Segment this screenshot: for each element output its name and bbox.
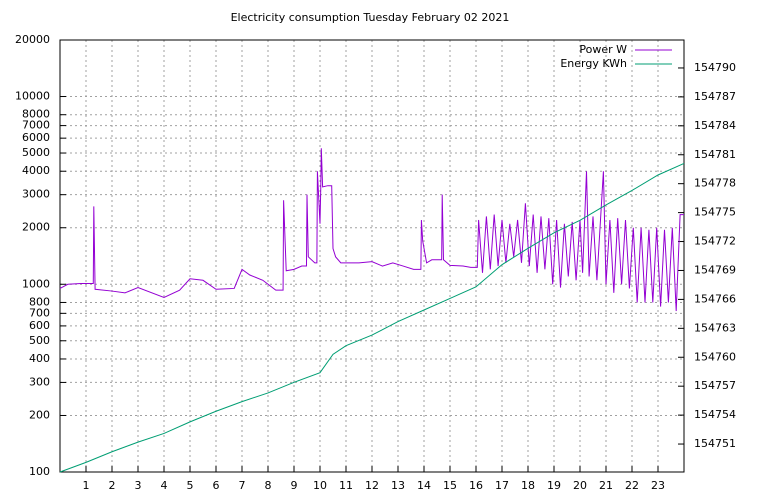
x-tick-label: 15: [443, 479, 457, 492]
y-tick-label: 8000: [22, 108, 50, 121]
x-tick-label: 1: [83, 479, 90, 492]
x-tick-label: 23: [651, 479, 665, 492]
y-tick-label: 20000: [15, 33, 50, 46]
y-tick-label: 100: [29, 465, 50, 478]
x-tick-label: 14: [417, 479, 431, 492]
x-tick-label: 19: [547, 479, 561, 492]
y-tick-label: 1000: [22, 277, 50, 290]
y-tick-label: 700: [29, 306, 50, 319]
y2-tick-label: 154781: [694, 148, 736, 161]
x-tick-label: 11: [339, 479, 353, 492]
y2-tick-label: 154757: [694, 379, 736, 392]
x-tick-label: 18: [521, 479, 535, 492]
x-tick-label: 7: [239, 479, 246, 492]
y-tick-label: 300: [29, 375, 50, 388]
x-tick-label: 8: [265, 479, 272, 492]
y2-tick-label: 154790: [694, 61, 736, 74]
y-tick-label: 5000: [22, 146, 50, 159]
y2-tick-label: 154775: [694, 206, 736, 219]
x-tick-label: 20: [573, 479, 587, 492]
y-tick-label: 7000: [22, 119, 50, 132]
y-tick-label: 400: [29, 352, 50, 365]
y-tick-label: 3000: [22, 188, 50, 201]
y-tick-label: 800: [29, 295, 50, 308]
x-tick-label: 2: [109, 479, 116, 492]
y-tick-label: 500: [29, 334, 50, 347]
x-tick-label: 17: [495, 479, 509, 492]
x-tick-label: 12: [365, 479, 379, 492]
y2-tick-label: 154760: [694, 350, 736, 363]
y-tick-label: 200: [29, 408, 50, 421]
y2-tick-label: 154766: [694, 292, 736, 305]
y-tick-label: 4000: [22, 164, 50, 177]
plot-frame: [59, 39, 685, 473]
y2-tick-label: 154754: [694, 408, 736, 421]
x-tick-label: 5: [187, 479, 194, 492]
x-tick-label: 9: [291, 479, 298, 492]
x-tick-label: 4: [161, 479, 168, 492]
y-tick-label: 6000: [22, 131, 50, 144]
x-tick-label: 3: [135, 479, 142, 492]
y2-tick-label: 154787: [694, 90, 736, 103]
y2-tick-label: 154778: [694, 177, 736, 190]
legend-label: Power W: [579, 43, 627, 56]
chart-title: Electricity consumption Tuesday February…: [231, 11, 510, 24]
y-tick-label: 2000: [22, 221, 50, 234]
series-line: [59, 162, 685, 473]
x-tick-label: 10: [313, 479, 327, 492]
y2-tick-label: 154769: [694, 263, 736, 276]
x-tick-label: 21: [599, 479, 613, 492]
y-tick-label: 600: [29, 319, 50, 332]
y2-tick-label: 154772: [694, 235, 736, 248]
y2-tick-label: 154784: [694, 119, 736, 132]
legend-label: Energy KWh: [560, 57, 627, 70]
y2-tick-label: 154763: [694, 321, 736, 334]
x-tick-label: 13: [391, 479, 405, 492]
series-line: [59, 148, 684, 312]
y2-tick-label: 154751: [694, 437, 736, 450]
x-tick-label: 6: [213, 479, 220, 492]
x-tick-label: 22: [625, 479, 639, 492]
y-tick-label: 10000: [15, 90, 50, 103]
x-tick-label: 16: [469, 479, 483, 492]
